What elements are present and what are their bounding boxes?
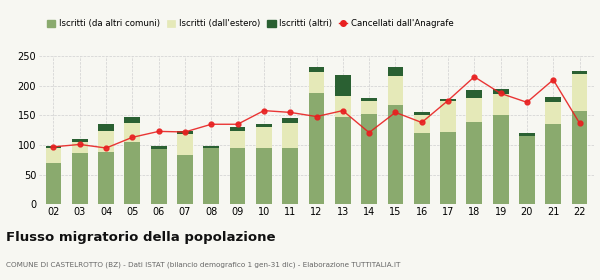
Bar: [361, 101, 377, 114]
Bar: [388, 105, 403, 204]
Bar: [124, 142, 140, 204]
Bar: [151, 149, 167, 204]
Bar: [493, 94, 509, 115]
Bar: [308, 72, 325, 93]
Bar: [151, 146, 167, 149]
Bar: [572, 74, 587, 111]
Legend: Iscritti (da altri comuni), Iscritti (dall'estero), Iscritti (altri), Cancellati: Iscritti (da altri comuni), Iscritti (da…: [43, 16, 457, 32]
Bar: [335, 75, 350, 96]
Bar: [545, 102, 561, 124]
Text: COMUNE DI CASTELROTTO (BZ) - Dati ISTAT (bilancio demografico 1 gen-31 dic) - El: COMUNE DI CASTELROTTO (BZ) - Dati ISTAT …: [6, 262, 400, 268]
Bar: [177, 155, 193, 204]
Bar: [519, 133, 535, 136]
Bar: [414, 115, 430, 133]
Bar: [177, 134, 193, 155]
Bar: [124, 117, 140, 123]
Bar: [440, 99, 456, 101]
Bar: [124, 123, 140, 142]
Bar: [545, 124, 561, 204]
Bar: [177, 131, 193, 134]
Bar: [98, 152, 114, 204]
Bar: [493, 115, 509, 204]
Bar: [335, 96, 350, 116]
Bar: [283, 123, 298, 148]
Bar: [72, 153, 88, 204]
Bar: [414, 112, 430, 115]
Bar: [283, 148, 298, 204]
Bar: [230, 131, 245, 148]
Bar: [466, 122, 482, 204]
Bar: [256, 127, 272, 148]
Bar: [256, 148, 272, 204]
Bar: [493, 89, 509, 94]
Bar: [388, 67, 403, 76]
Bar: [466, 97, 482, 122]
Bar: [440, 101, 456, 132]
Bar: [283, 118, 298, 123]
Bar: [98, 124, 114, 131]
Bar: [572, 111, 587, 204]
Bar: [545, 97, 561, 102]
Bar: [203, 146, 219, 148]
Bar: [335, 116, 350, 204]
Bar: [203, 148, 219, 204]
Bar: [98, 131, 114, 152]
Bar: [572, 71, 587, 74]
Bar: [440, 132, 456, 204]
Bar: [361, 98, 377, 101]
Bar: [388, 76, 403, 105]
Bar: [230, 148, 245, 204]
Bar: [46, 163, 61, 204]
Bar: [230, 127, 245, 131]
Bar: [308, 93, 325, 204]
Bar: [72, 142, 88, 153]
Bar: [308, 67, 325, 72]
Bar: [414, 133, 430, 204]
Bar: [361, 114, 377, 204]
Bar: [519, 136, 535, 204]
Text: Flusso migratorio della popolazione: Flusso migratorio della popolazione: [6, 231, 275, 244]
Bar: [72, 139, 88, 142]
Bar: [256, 124, 272, 127]
Bar: [46, 148, 61, 163]
Bar: [46, 146, 61, 148]
Bar: [466, 90, 482, 97]
